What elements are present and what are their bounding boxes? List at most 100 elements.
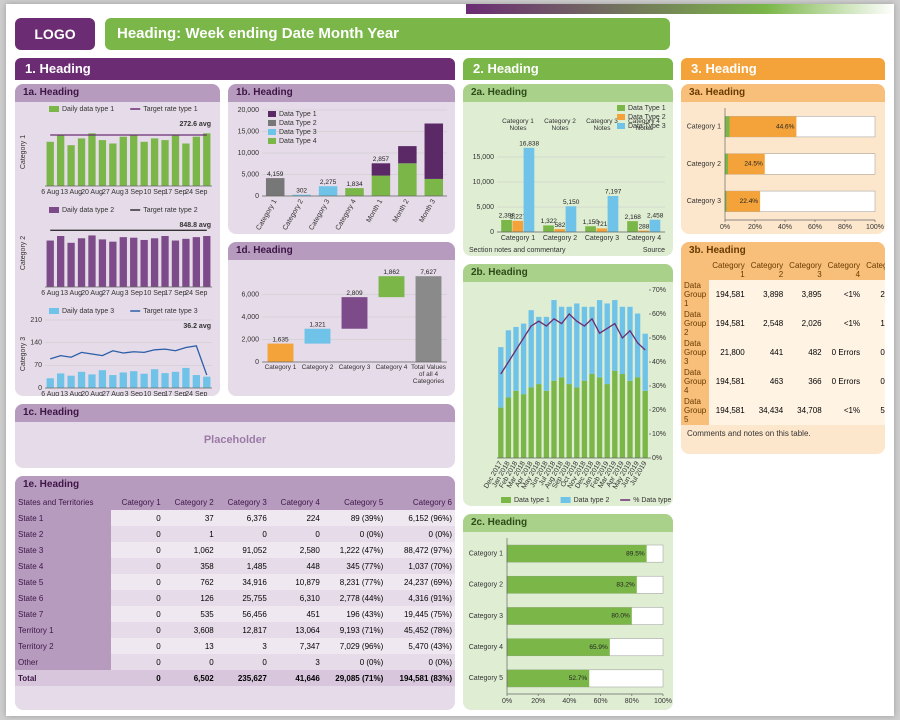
- x-tick-label: 6 Aug: [41, 391, 59, 396]
- cell: 762: [163, 574, 217, 590]
- table: States and Territories Category 1 Category…: [15, 494, 455, 686]
- cell: 34,434: [747, 396, 787, 425]
- row-label: Territory 1: [15, 622, 111, 638]
- bar: [424, 178, 444, 196]
- cell: 0: [156, 625, 161, 635]
- legend-swatch: [617, 114, 625, 120]
- x-tick-label: Category 1: [255, 198, 278, 231]
- bar: [67, 145, 75, 186]
- value-label: 302: [296, 187, 307, 194]
- x-tick-label-box: Category 3: [339, 364, 371, 371]
- y-tick-label: Category 2: [687, 161, 721, 168]
- chart: 0 70 140 210 6 Aug 13 Aug 20 Aug 27 Aug 3 Sep 10 …: [20, 308, 212, 396]
- value-label: 2,227: [510, 214, 527, 221]
- cell: 0: [262, 529, 267, 539]
- bar: [171, 371, 180, 388]
- bar: [378, 276, 405, 298]
- bar: [345, 188, 364, 196]
- annotation: 848.8 avg: [179, 222, 211, 229]
- corner-header: States and Territories: [15, 494, 111, 510]
- bar: [638, 230, 650, 232]
- row: State 1 0 37 6,376 224 89 (39%) 6,152 (96%): [15, 510, 455, 526]
- bar: [566, 306, 572, 385]
- category-note-box: Category 3 Notes: [586, 118, 618, 132]
- cell: 91,052: [216, 542, 270, 558]
- bar: [150, 369, 159, 388]
- x-tick-label: 3 Sep: [125, 290, 143, 297]
- panel: 3a. Heading 0% 20% 40% 60% 80% 100% Category 1…: [681, 84, 885, 234]
- bar: [574, 387, 580, 458]
- bar: [585, 226, 596, 232]
- cell: 8,231 (77%): [322, 574, 387, 590]
- bar: [46, 378, 54, 388]
- bar: [607, 196, 619, 232]
- x-tick-label: Category 4: [335, 198, 358, 231]
- bar: [77, 238, 86, 287]
- y-tick-label: Category 1: [469, 550, 503, 557]
- cell: 0: [156, 529, 161, 539]
- cell: 235,627: [216, 670, 270, 686]
- cell: <1%: [824, 396, 864, 425]
- value-label: 7,627: [420, 269, 437, 276]
- bar: [627, 306, 633, 381]
- legend-swatch: [49, 106, 59, 112]
- row-label: Total: [15, 670, 111, 686]
- bar: [554, 229, 566, 232]
- legend-label: Data Type 1: [628, 105, 666, 112]
- cell: 0: [156, 657, 161, 667]
- bar: [150, 138, 159, 186]
- bar: [424, 123, 444, 179]
- bar: [98, 370, 107, 388]
- row-label: State 7: [15, 606, 111, 622]
- bar: [596, 300, 603, 378]
- legend-swatch: [617, 105, 625, 111]
- row-label: Data Group 5: [681, 396, 710, 425]
- x-tick-label: 20 Aug: [81, 391, 103, 396]
- column-header: Category 4: [824, 260, 864, 280]
- panel-heading: 1b. Heading: [228, 84, 455, 102]
- cell: 0: [156, 593, 161, 603]
- y2-tick-label: 0%: [652, 455, 662, 462]
- x-tick-label: 20 Aug: [81, 290, 103, 297]
- cell: 6,310: [299, 593, 320, 603]
- x-tick-label: 27 Aug: [102, 391, 124, 396]
- cell: 366: [786, 367, 825, 396]
- table: Category 1 Category 2 Category 3 Category 4…: [681, 260, 885, 425]
- legend-label: Data type 1: [514, 497, 550, 504]
- panel: 1d. Heading 0 2,000 4,000 6,000 1,635 Categor…: [228, 242, 455, 396]
- bar: [612, 300, 618, 371]
- bar: [528, 310, 534, 388]
- bar: [627, 380, 633, 458]
- row: State 2 0 1 0 0 0 (0%) 0 (0%): [15, 526, 455, 542]
- y2-tick-label: 20%: [652, 407, 666, 414]
- cell: 0: [110, 638, 164, 654]
- panel-heading: 3a. Heading: [681, 84, 885, 102]
- panel: 3b. Heading Category 1 Category 2 Category…: [681, 242, 885, 454]
- legend-label: Daily data type 3: [62, 308, 114, 315]
- x-tick-label: 17 Sep: [164, 189, 186, 196]
- cell: 2,778 (44%): [339, 593, 384, 603]
- bar: [57, 135, 65, 186]
- cell: 45,452 (78%): [403, 625, 452, 635]
- y-tick-label: Category 3: [687, 198, 721, 205]
- panel: 1a. Heading 6 Aug 13 Aug 20 Aug 27 Aug 3 Sep…: [15, 84, 220, 396]
- x-tick-label: 3 Sep: [125, 189, 143, 196]
- cell: 0: [209, 657, 214, 667]
- bar: [520, 323, 527, 395]
- y-tick-label: Category 5: [469, 675, 503, 682]
- bar: [161, 140, 169, 186]
- legend-swatch: [268, 138, 276, 144]
- bar: [182, 143, 190, 186]
- cell: 7,029 (96%): [322, 638, 387, 654]
- category-note: Category 1 Notes: [502, 118, 534, 133]
- value-label: 1,150: [583, 219, 600, 226]
- bar: [140, 141, 148, 186]
- cell: 5,470 (43%): [386, 638, 455, 654]
- bar: [46, 141, 54, 186]
- panel-heading: 1e. Heading: [15, 476, 455, 494]
- panel-heading: 2b. Heading: [463, 264, 673, 282]
- cell: 21,800: [709, 338, 748, 367]
- bar: [612, 370, 618, 458]
- bar: [341, 297, 368, 329]
- cell: 0: [110, 606, 164, 622]
